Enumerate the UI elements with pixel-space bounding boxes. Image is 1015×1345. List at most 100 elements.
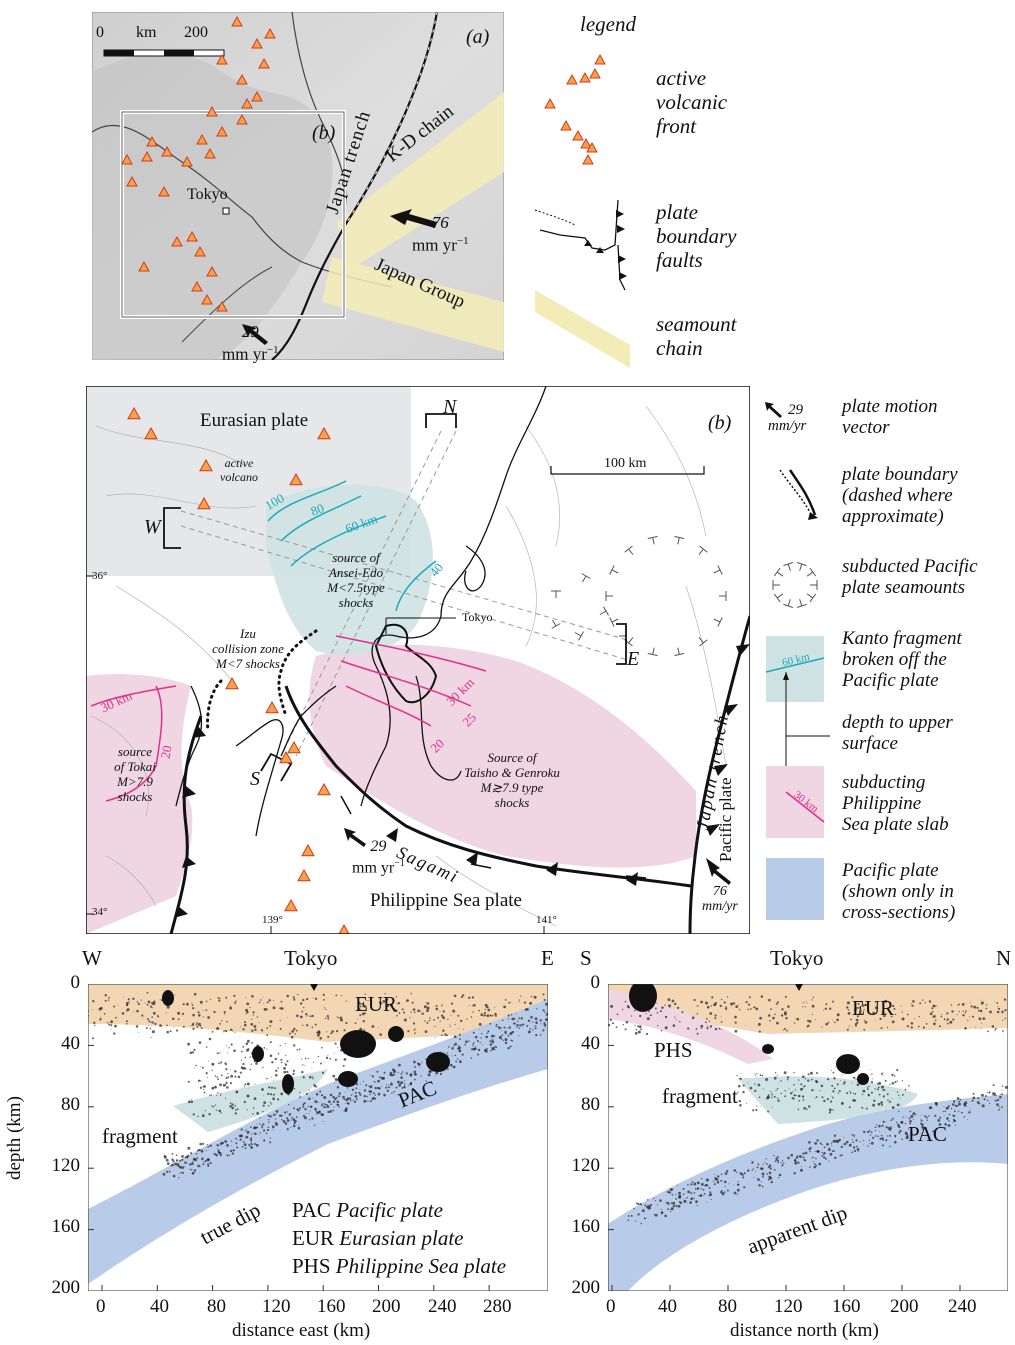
seismicity-dot [148,1020,151,1023]
seismicity-dot [516,1024,519,1027]
seismicity-dot [855,1024,857,1027]
seismicity-dot [518,1016,520,1018]
seismicity-dot [201,1066,204,1069]
seismicity-dot [774,1072,777,1074]
seismicity-dot [345,1021,348,1025]
seismicity-dot [776,1074,778,1076]
volcano-icon [206,265,218,277]
seismicity-dot [637,1213,640,1216]
seismicity-dot [988,1091,991,1094]
seismicity-dot [326,1031,328,1033]
seismicity-dot [510,1001,512,1003]
ytick: 200 [571,1277,601,1298]
seismicity-dot [849,1092,852,1094]
seismicity-dot [262,1110,264,1113]
seismicity-dot [480,1033,483,1035]
seismicity-dot [793,1172,796,1175]
sn-eur: EUR [852,996,894,1020]
seismicity-dot [784,1028,786,1030]
seismicity-dot [815,1150,817,1153]
seismicity-dot [896,1103,900,1107]
seismicity-dot [251,1143,254,1146]
seismicity-dot [894,1075,896,1077]
seismicity-dot [303,1102,306,1105]
seismicity-dot [706,1201,707,1203]
seismicity-dot [262,997,264,998]
seismicity-dot [476,1040,479,1042]
seismicity-dot [853,1134,855,1137]
seismicity-dot [881,1104,884,1106]
seismicity-dot [347,1086,349,1089]
volcano-icon [197,496,211,510]
seismicity-dot [507,1047,510,1050]
seismicity-dot [172,1018,175,1020]
seismicity-dot [674,1002,677,1006]
seismicity-dot [497,1025,499,1028]
seismicity-dot [135,1025,139,1028]
seamount-icon [806,567,817,577]
seismicity-dot [647,1204,651,1208]
seismicity-dot [302,1103,305,1106]
seismicity-dot [367,1100,369,1102]
seismicity-dot [507,1018,509,1020]
seismicity-dot [622,1008,624,1011]
seismicity-dot [398,1063,401,1067]
seismicity-dot [417,1009,420,1013]
seismicity-dot [943,1115,945,1117]
seismicity-dot [250,1146,253,1148]
seismicity-dot [931,1010,934,1013]
seismicity-dot [219,1052,221,1054]
seismicity-dot [926,1116,928,1119]
seismicity-dot [816,1072,818,1074]
seismicity-dot [349,1098,351,1100]
seismicity-dot [819,1142,822,1145]
seismicity-dot [776,1021,779,1025]
seismicity-dot [343,1098,346,1101]
seismicity-dot [657,1025,659,1027]
seamount-icon [719,591,727,601]
seismicity-dot [835,1139,839,1143]
seismicity-dot [401,1087,404,1089]
seismicity-dot [371,1025,375,1028]
seismicity-dot [800,1168,803,1172]
seismicity-dot [870,1081,874,1084]
seismicity-dot [918,1016,920,1018]
seismicity-dot [324,1017,327,1019]
seismicity-dot [905,1116,907,1118]
seismicity-dot [293,1107,295,1110]
seismicity-dot [782,1029,784,1031]
seismicity-dot [239,1036,241,1037]
seismicity-dot [329,1094,331,1096]
seismicity-dot [426,1021,429,1024]
seismicity-dot [236,1146,239,1149]
seismicity-dot [147,1018,149,1021]
seismicity-dot [649,1014,652,1017]
tokyo-label-b: Tokyo [462,610,493,624]
legend-b-line: vector [842,417,890,438]
seismicity-dot [678,1191,681,1195]
seismicity-dot [773,1155,775,1157]
seismicity-dot [481,1044,483,1046]
seismicity-dot [196,1157,199,1159]
seismicity-dot [314,997,318,1000]
seismicity-dot [272,999,274,1001]
seismicity-dot [889,1083,891,1086]
seismicity-dot [795,1018,797,1019]
seismicity-dot [243,1143,247,1146]
seismicity-dot [165,1158,169,1162]
seismicity-dot [742,1176,745,1179]
seismicity-dot [454,1054,457,1057]
seismicity-dot [298,1125,300,1126]
seismicity-dot [490,1047,492,1049]
seismicity-dot [179,1165,183,1169]
seismicity-dot [299,1015,303,1019]
seismicity-dot [638,1025,642,1029]
seismicity-dot [831,1095,832,1097]
volcano-icon [127,406,141,420]
we-tokyo: Tokyo [284,946,338,970]
seismicity-dot [739,1104,742,1107]
seismicity-dot [221,1142,224,1145]
seismicity-dot [442,1029,445,1032]
seismicity-dot [217,1150,220,1153]
seismicity-dot [992,1094,994,1096]
